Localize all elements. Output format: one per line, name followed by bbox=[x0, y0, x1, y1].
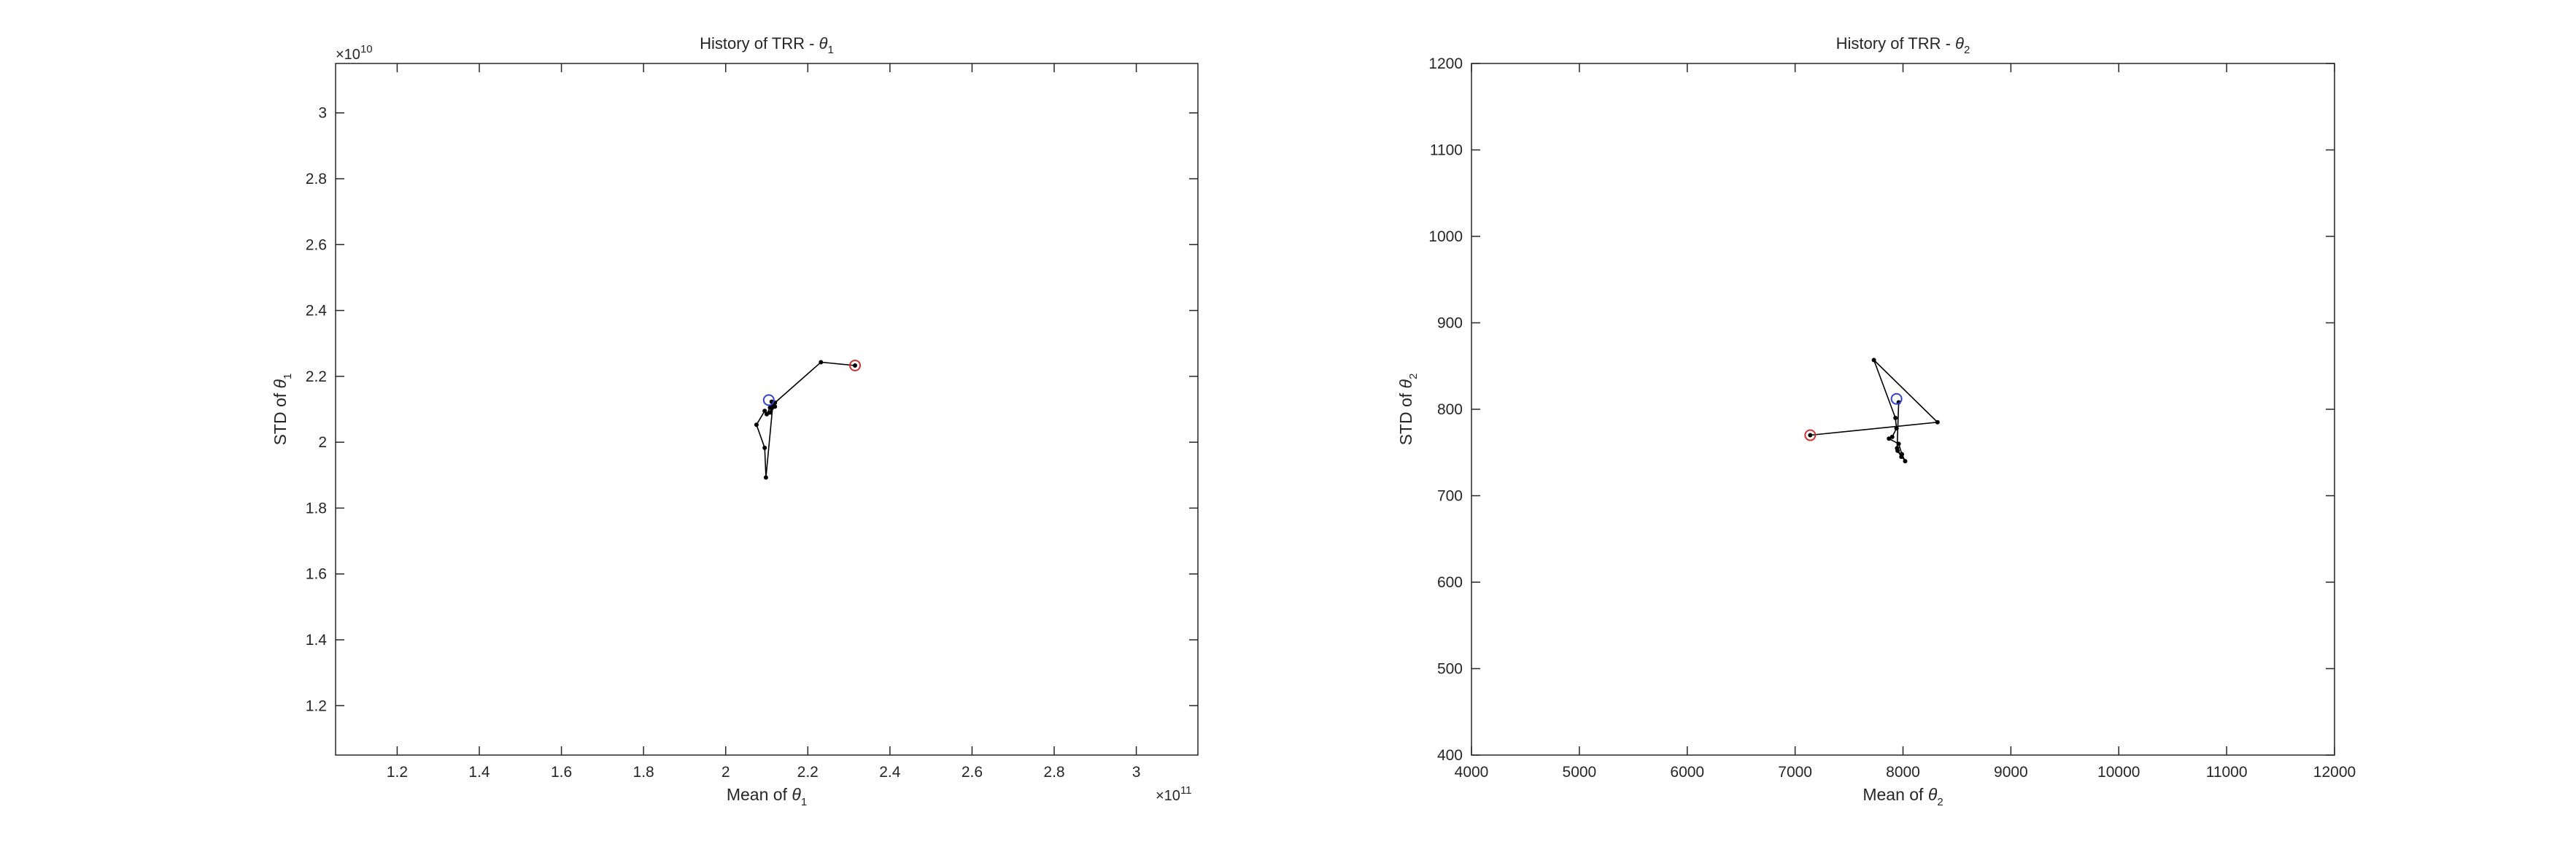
plot-frame bbox=[1471, 63, 2335, 756]
x-tick-label: 1.6 bbox=[551, 764, 572, 781]
history-point bbox=[1895, 446, 1900, 451]
y-tick-label: 2.2 bbox=[306, 368, 327, 385]
start-marker bbox=[849, 359, 862, 371]
history-point bbox=[762, 445, 767, 450]
x-tick-label: 11000 bbox=[2206, 764, 2248, 781]
history-point bbox=[1871, 357, 1876, 363]
chart-title: History of TRR - θ1 bbox=[700, 34, 834, 56]
history-point bbox=[773, 404, 778, 409]
history-point bbox=[1890, 434, 1895, 439]
x-tick-label: 4000 bbox=[1455, 764, 1489, 781]
x-tick-label: 2.4 bbox=[879, 764, 901, 781]
x-tick-label: 5000 bbox=[1563, 764, 1597, 781]
history-point bbox=[765, 411, 769, 417]
y-tick-label: 900 bbox=[1437, 315, 1463, 332]
history-point bbox=[767, 410, 773, 415]
x-axis-label: Mean of θ1 bbox=[727, 785, 807, 808]
start-marker-dot bbox=[1808, 433, 1812, 438]
x-tick-label: 1.4 bbox=[468, 764, 490, 781]
history-point bbox=[1935, 419, 1940, 425]
x-tick-label: 7000 bbox=[1778, 764, 1812, 781]
x-tick-label: 10000 bbox=[2097, 764, 2140, 781]
start-marker bbox=[1804, 429, 1817, 441]
chart-title: History of TRR - θ2 bbox=[1836, 34, 1970, 56]
x-tick-label: 2.8 bbox=[1043, 764, 1064, 781]
plot-theta2: 4000 5000 6000 7000 8000 9000 10000 11000 12000 4… bbox=[1396, 34, 2356, 808]
y-tick-label: 2.8 bbox=[306, 171, 327, 187]
history-point bbox=[763, 475, 768, 480]
y-tick-label: 1200 bbox=[1428, 55, 1463, 72]
x-tick-label: 12000 bbox=[2313, 764, 2356, 781]
y-tick-label: 1000 bbox=[1428, 228, 1463, 245]
y-axis-label: STD of θ2 bbox=[1396, 374, 1420, 446]
x-tick-label: 2 bbox=[722, 764, 730, 781]
plot-theta1: 1.2 1.4 1.6 1.8 2 2.2 2.4 2.6 2.8 3 1.2 1.4 1.6 1.8 2 2… bbox=[271, 34, 1199, 808]
y-tick-label: 1.2 bbox=[306, 697, 327, 714]
history-point bbox=[819, 360, 824, 365]
history-point bbox=[1896, 441, 1901, 446]
history-point bbox=[1903, 459, 1908, 464]
y-tick-label: 3 bbox=[318, 105, 327, 122]
y-exponent-label: ×1010 bbox=[336, 43, 373, 63]
history-path bbox=[1810, 359, 1939, 462]
x-tick-label: 2.6 bbox=[962, 764, 983, 781]
history-path bbox=[756, 361, 856, 478]
x-axis-label: Mean of θ2 bbox=[1863, 785, 1943, 808]
x-tick-label: 1.2 bbox=[387, 764, 408, 781]
x-tick-label: 6000 bbox=[1670, 764, 1704, 781]
history-point bbox=[1887, 436, 1892, 441]
end-marker bbox=[762, 394, 775, 406]
y-tick-label: 1.8 bbox=[306, 500, 327, 517]
start-marker-dot bbox=[853, 363, 857, 368]
history-point bbox=[767, 405, 773, 410]
y-axis-label: STD of θ1 bbox=[271, 374, 294, 446]
y-tick-label: 1100 bbox=[1430, 142, 1463, 159]
y-tick-label: 1.6 bbox=[306, 566, 327, 583]
y-tick-label: 2.6 bbox=[306, 236, 327, 253]
x-tick-label: 9000 bbox=[1994, 764, 2028, 781]
history-point bbox=[1893, 415, 1898, 420]
x-tick-label: 3 bbox=[1132, 764, 1141, 781]
y-tick-label: 400 bbox=[1437, 747, 1463, 764]
end-marker bbox=[1890, 392, 1903, 405]
x-tick-label: 8000 bbox=[1886, 764, 1920, 781]
y-tick-label: 1.4 bbox=[306, 632, 328, 649]
y-tick-label: 600 bbox=[1437, 574, 1463, 591]
x-exponent-label: ×1011 bbox=[1156, 784, 1192, 804]
x-tick-label: 2.2 bbox=[797, 764, 819, 781]
y-tick-label: 700 bbox=[1437, 488, 1463, 505]
y-tick-label: 800 bbox=[1437, 401, 1463, 418]
y-tick-label: 2.4 bbox=[306, 303, 328, 320]
x-tick-label: 1.8 bbox=[633, 764, 654, 781]
history-point bbox=[762, 409, 767, 414]
y-tick-label: 2 bbox=[318, 434, 327, 451]
history-point bbox=[754, 422, 759, 428]
history-point bbox=[1899, 455, 1904, 460]
history-point bbox=[1894, 426, 1899, 431]
plot-frame bbox=[335, 63, 1199, 756]
y-tick-label: 500 bbox=[1437, 661, 1463, 678]
